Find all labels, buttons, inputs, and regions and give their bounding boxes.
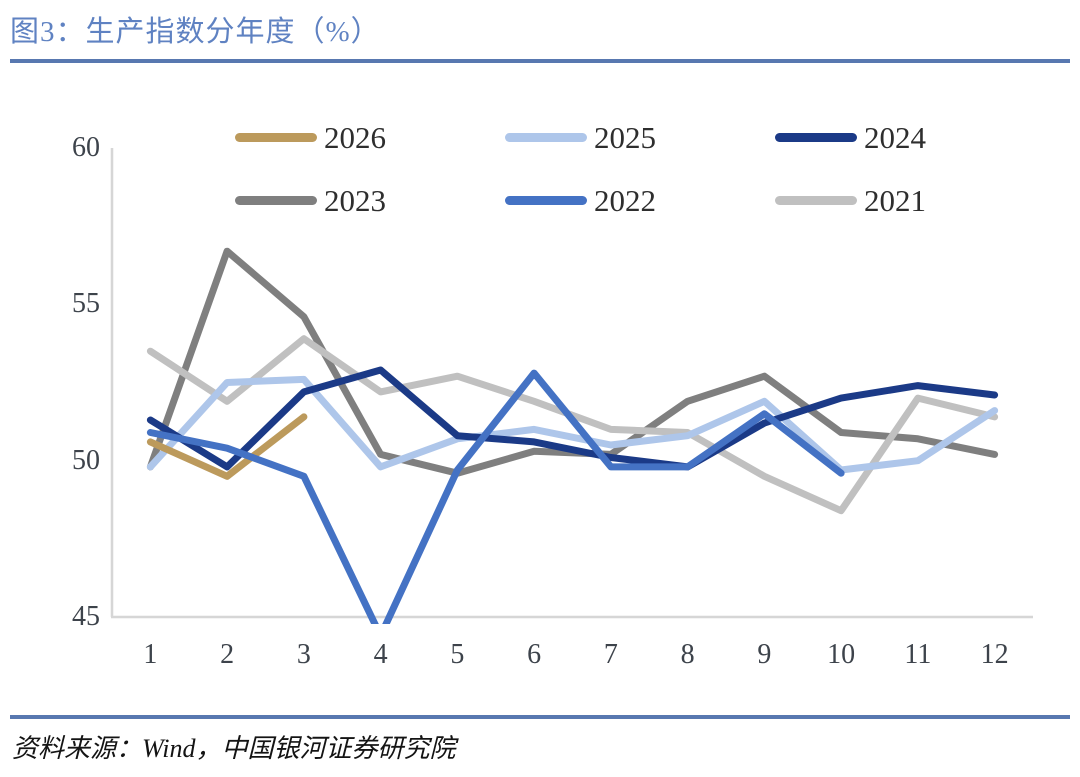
legend-label-2024: 2024 [864,119,926,155]
legend-swatch-2024 [775,132,857,142]
series-line-2024 [146,366,999,471]
legend-label-2021: 2021 [864,182,926,218]
x-tick-label-10: 10 [827,639,856,670]
legend-item-2021: 2021 [775,183,926,217]
series-lines [146,247,999,624]
series-line-2026 [146,413,308,480]
legend-item-2023: 2023 [235,183,386,217]
y-tick-label-55: 55 [72,288,100,320]
x-tick-label-5: 5 [450,639,465,670]
legend-swatch-2023 [235,195,317,205]
legend-swatch-2026 [235,132,317,142]
legend-item-2025: 2025 [505,120,656,154]
footer-divider [10,715,1070,719]
x-tick-label-3: 3 [296,639,311,670]
legend-label-2022: 2022 [594,182,656,218]
legend-item-2024: 2024 [775,120,926,154]
y-tick-label-45: 45 [72,601,100,632]
x-tick-label-6: 6 [527,639,542,670]
y-tick-label-50: 50 [72,444,100,476]
figure-title: 图3：生产指数分年度（%） [10,16,381,48]
x-tick-label-7: 7 [603,639,618,670]
series-line-2025 [146,375,999,474]
legend-item-2026: 2026 [235,120,386,154]
x-tick-label-2: 2 [220,639,235,670]
title-divider [10,59,1070,63]
legend-swatch-2021 [775,195,857,205]
x-tick-label-12: 12 [980,639,1009,670]
line-chart-plot [110,148,1033,624]
legend-label-2023: 2023 [324,182,386,218]
x-tick-label-4: 4 [373,639,388,670]
legend-label-2025: 2025 [594,119,656,155]
y-tick-label-60: 60 [72,132,100,163]
legend-label-2026: 2026 [324,119,386,155]
legend-swatch-2025 [505,132,587,142]
series-line-2022 [146,369,845,624]
x-tick-label-8: 8 [680,639,695,670]
legend-swatch-2022 [505,195,587,205]
legend-item-2022: 2022 [505,183,656,217]
source-note: 资料来源：Wind，中国银河证券研究院 [12,734,456,763]
x-tick-label-9: 9 [757,639,772,670]
x-tick-label-1: 1 [143,639,158,670]
x-tick-label-11: 11 [904,639,932,670]
